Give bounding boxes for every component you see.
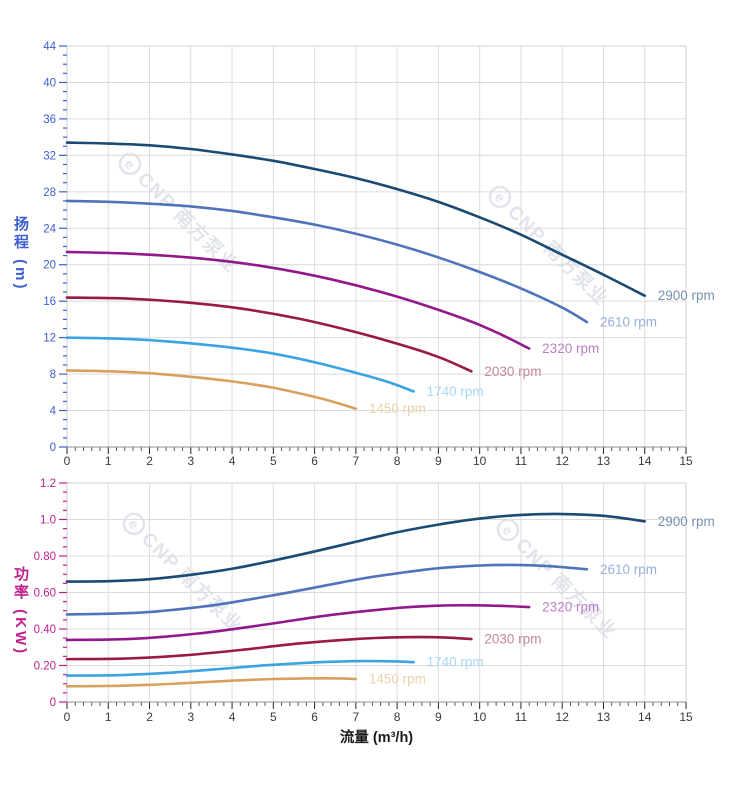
x-tick-label: 3 xyxy=(187,454,194,468)
curve-label-2320-rpm: 2320 rpm xyxy=(542,600,599,615)
x-tick-label: 9 xyxy=(435,454,442,468)
x-tick-label: 2 xyxy=(146,710,153,724)
x-tick-label: 12 xyxy=(556,710,570,724)
x-tick-label: 7 xyxy=(353,454,360,468)
svg-text:CNP 南方泵业: CNP 南方泵业 xyxy=(511,533,621,643)
y-tick-label: 40 xyxy=(43,77,56,89)
curve-2030-rpm xyxy=(65,296,473,373)
x-tick-label: 15 xyxy=(679,710,693,724)
curve-1450-rpm xyxy=(65,369,358,411)
x-tick-label: 8 xyxy=(394,454,401,468)
y-tick-label: 4 xyxy=(50,406,57,418)
curve-label-2610-rpm: 2610 rpm xyxy=(600,562,657,577)
curve-2030-rpm xyxy=(65,635,473,661)
y-tick-label: 0.60 xyxy=(34,588,56,600)
svg-text:e: e xyxy=(500,522,517,539)
head-flow-chart: 0 1 2 3 4 5 6 7 8 9 10 11 12 13 14 15048121620242832364… xyxy=(43,41,715,468)
curve-2900-rpm xyxy=(65,141,647,298)
svg-text:CNP 南方泵业: CNP 南方泵业 xyxy=(137,527,247,637)
power-axis-title: 功率 (KW) xyxy=(12,566,29,657)
x-tick-label: 15 xyxy=(679,454,693,468)
x-tick-label: 14 xyxy=(638,710,652,724)
x-tick-label: 1 xyxy=(105,710,112,724)
curve-2610-rpm xyxy=(65,199,589,324)
x-tick-label: 5 xyxy=(270,710,277,724)
flow-axis-title: 流量 (m³/h) xyxy=(339,730,414,746)
curve-label-1740-rpm: 1740 rpm xyxy=(427,384,484,399)
curve-label-2610-rpm: 2610 rpm xyxy=(600,315,657,330)
x-tick-label: 13 xyxy=(597,454,611,468)
y-tick-label: 44 xyxy=(43,41,56,53)
x-tick-label: 8 xyxy=(394,710,401,724)
svg-text:CNP 南方泵业: CNP 南方泵业 xyxy=(503,200,613,310)
y-tick-label: 28 xyxy=(43,187,56,199)
x-tick-label: 2 xyxy=(146,454,153,468)
curve-label-1450-rpm: 1450 rpm xyxy=(369,672,426,687)
y-tick-label: 0 xyxy=(50,697,56,709)
x-tick-label: 10 xyxy=(473,710,487,724)
curve-label-1740-rpm: 1740 rpm xyxy=(427,655,484,670)
curve-label-2030-rpm: 2030 rpm xyxy=(484,364,541,379)
x-tick-label: 7 xyxy=(353,710,360,724)
x-tick-label: 6 xyxy=(311,710,318,724)
y-tick-label: 0.40 xyxy=(34,624,56,636)
x-tick-label: 6 xyxy=(311,454,318,468)
y-tick-label: 1.0 xyxy=(40,515,56,527)
y-tick-label: 0 xyxy=(50,442,56,454)
x-tick-label: 3 xyxy=(187,710,194,724)
x-tick-label: 9 xyxy=(435,710,442,724)
y-tick-label: 20 xyxy=(43,260,56,272)
y-tick-label: 0.20 xyxy=(34,661,56,673)
x-tick-label: 11 xyxy=(515,454,528,468)
x-tick-label: 0 xyxy=(64,710,71,724)
y-tick-label: 36 xyxy=(43,114,56,126)
x-tick-label: 14 xyxy=(638,454,652,468)
curve-2900-rpm xyxy=(65,512,647,583)
y-tick-label: 1.2 xyxy=(40,478,56,490)
curve-2610-rpm xyxy=(65,563,589,616)
curve-label-1450-rpm: 1450 rpm xyxy=(369,401,426,416)
head-axis-title: 扬程 (m) xyxy=(12,216,29,292)
x-tick-label: 4 xyxy=(229,710,236,724)
curve-label-2320-rpm: 2320 rpm xyxy=(542,341,599,356)
x-tick-label: 1 xyxy=(105,454,112,468)
y-tick-label: 8 xyxy=(50,369,56,381)
curve-label-2030-rpm: 2030 rpm xyxy=(484,632,541,647)
y-tick-label: 12 xyxy=(43,333,56,345)
curve-2320-rpm xyxy=(65,603,531,642)
x-tick-label: 0 xyxy=(64,454,71,468)
power-flow-chart: 0 1 2 3 4 5 6 7 8 9 10 11 12 13 14 1500.200.400.600.801… xyxy=(34,478,715,724)
svg-text:e: e xyxy=(126,516,143,533)
x-tick-label: 10 xyxy=(473,454,487,468)
x-tick-label: 4 xyxy=(229,454,236,468)
y-tick-label: 24 xyxy=(43,223,56,235)
svg-text:e: e xyxy=(492,189,509,206)
curve-1450-rpm xyxy=(65,676,358,688)
y-tick-label: 16 xyxy=(43,296,56,308)
x-tick-label: 12 xyxy=(556,454,570,468)
curve-1740-rpm xyxy=(65,659,415,677)
curve-label-2900-rpm: 2900 rpm xyxy=(658,514,715,529)
curve-2320-rpm xyxy=(65,250,531,350)
svg-text:e: e xyxy=(122,156,139,173)
y-tick-label: 32 xyxy=(43,150,56,162)
x-tick-label: 11 xyxy=(515,710,528,724)
y-tick-label: 0.80 xyxy=(34,551,56,563)
x-tick-label: 13 xyxy=(597,710,611,724)
curve-1740-rpm xyxy=(65,336,415,393)
plot-border xyxy=(66,45,687,448)
x-tick-label: 5 xyxy=(270,454,277,468)
curve-label-2900-rpm: 2900 rpm xyxy=(658,288,715,303)
